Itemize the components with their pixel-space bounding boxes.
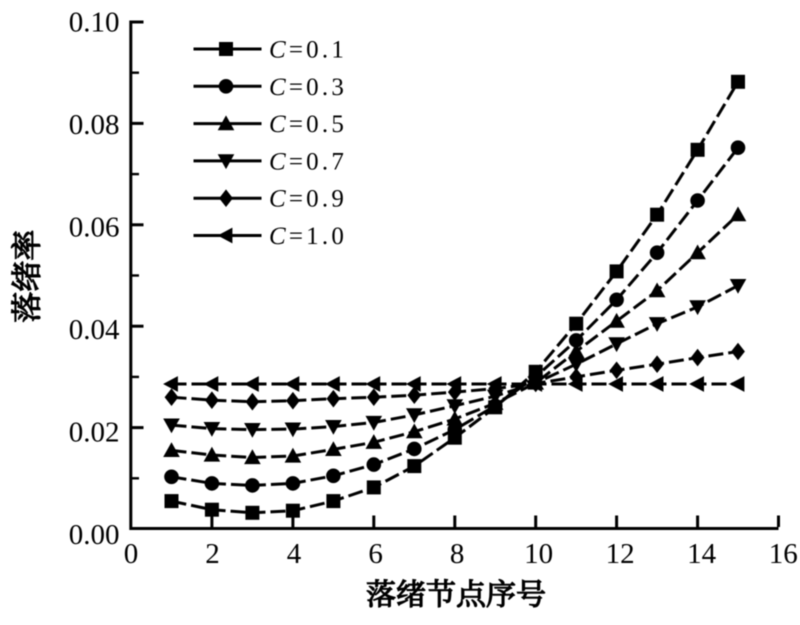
svg-text:C=0.3: C=0.3 — [269, 74, 347, 101]
svg-text:10: 10 — [524, 538, 553, 570]
svg-text:0.06: 0.06 — [69, 212, 120, 244]
svg-text:0.04: 0.04 — [69, 314, 120, 346]
svg-text:C=1.0: C=1.0 — [269, 223, 347, 250]
svg-text:2: 2 — [205, 538, 220, 570]
svg-text:14: 14 — [687, 538, 717, 570]
svg-text:0.02: 0.02 — [69, 416, 120, 448]
svg-text:C=0.5: C=0.5 — [269, 111, 347, 138]
svg-text:C=0.1: C=0.1 — [269, 37, 347, 64]
svg-text:0.08: 0.08 — [69, 109, 120, 141]
svg-text:0.10: 0.10 — [69, 7, 120, 39]
svg-text:12: 12 — [606, 538, 635, 570]
svg-text:C=0.9: C=0.9 — [269, 186, 347, 213]
svg-text:0.00: 0.00 — [69, 519, 120, 551]
svg-text:C=0.7: C=0.7 — [269, 148, 347, 175]
svg-text:8: 8 — [450, 538, 465, 570]
svg-text:0: 0 — [124, 538, 139, 570]
svg-text:6: 6 — [368, 538, 383, 570]
svg-text:16: 16 — [769, 538, 798, 570]
svg-text:4: 4 — [287, 538, 302, 570]
